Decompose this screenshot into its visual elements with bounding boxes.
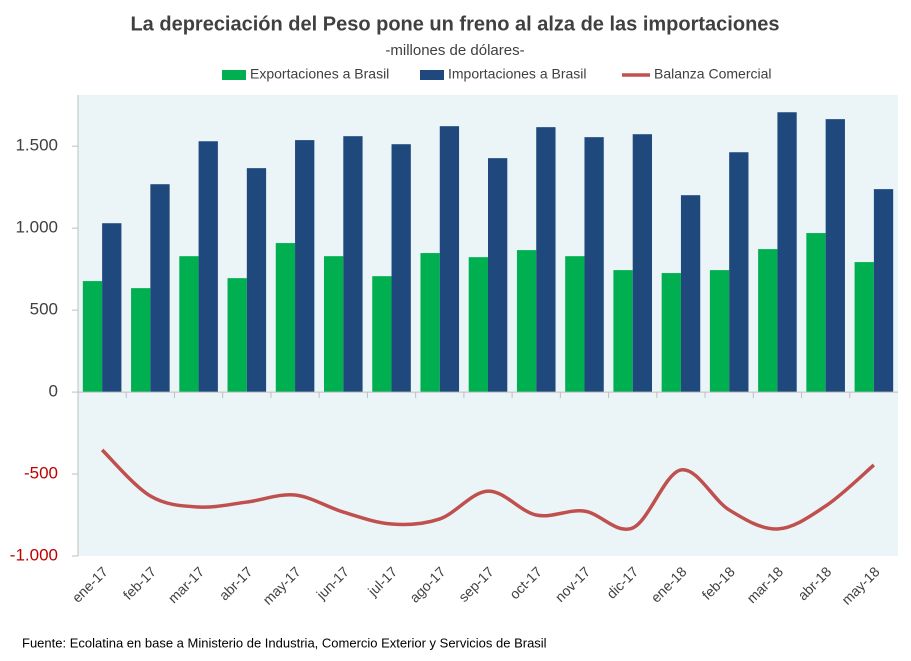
source-note: Fuente: Ecolatina en base a Ministerio d…: [22, 635, 547, 650]
x-tick-label: nov-17: [552, 563, 594, 605]
chart-title: La depreciación del Peso pone un freno a…: [130, 13, 779, 35]
legend-label: Importaciones a Brasil: [448, 66, 587, 82]
line-series: [100, 448, 876, 532]
bar: [873, 189, 894, 393]
bar: [131, 288, 151, 393]
chart-subtitle: -millones de dólares-: [385, 42, 524, 59]
legend-swatch: [222, 70, 246, 80]
bar: [516, 250, 537, 393]
x-tick-label: may-18: [838, 563, 882, 607]
x-tick-label: dic-17: [603, 563, 641, 601]
bar: [372, 276, 392, 393]
y-tick-label: 1.000: [15, 218, 58, 237]
bar: [729, 152, 749, 393]
bar: [613, 270, 633, 393]
bar: [439, 126, 460, 393]
legend-label: Exportaciones a Brasil: [250, 66, 389, 82]
legend-swatch: [420, 70, 444, 80]
x-tick-label: mar-18: [743, 563, 786, 606]
bar: [488, 158, 508, 393]
y-tick-label: -500: [24, 464, 58, 483]
bar: [536, 127, 556, 393]
x-tick-label: feb-18: [699, 563, 739, 603]
x-tick-label: ago-17: [406, 563, 448, 605]
bar: [179, 256, 199, 393]
x-tick-label: abr-18: [794, 563, 834, 603]
x-tick-label: ene-17: [69, 563, 111, 605]
bar: [420, 253, 440, 393]
bar: [806, 233, 826, 393]
legend-label: Balanza Comercial: [654, 66, 772, 82]
bar: [391, 144, 411, 393]
bar: [661, 273, 681, 393]
bar: [468, 257, 488, 393]
x-tick-label: jun-17: [312, 563, 352, 603]
y-tick-label: 1.500: [15, 136, 58, 155]
bar: [854, 262, 874, 393]
bar: [324, 256, 344, 393]
bar: [680, 195, 701, 393]
bar: [295, 140, 315, 393]
bar: [198, 141, 218, 393]
bar: [825, 119, 845, 393]
bar: [632, 134, 652, 393]
x-tick-label: sep-17: [455, 563, 497, 605]
bar: [709, 270, 730, 393]
bar: [227, 278, 247, 393]
bar: [150, 184, 170, 393]
x-tick-label: ene-18: [648, 563, 690, 605]
bar: [758, 249, 778, 393]
x-tick-label: jul-17: [364, 563, 400, 599]
x-tick-label: feb-17: [120, 563, 160, 603]
bar: [82, 281, 103, 393]
bar: [565, 256, 585, 393]
bar: [102, 223, 122, 393]
bar: [777, 112, 797, 393]
x-tick-label: may-17: [259, 563, 303, 607]
x-tick-label: oct-17: [506, 563, 545, 602]
x-tick-label: mar-17: [165, 563, 208, 606]
bar: [584, 137, 604, 393]
y-tick-label: 500: [30, 300, 58, 319]
y-tick-label: 0: [49, 382, 58, 401]
y-tick-label: -1.000: [10, 545, 58, 564]
bar: [246, 168, 267, 393]
bar: [275, 243, 296, 393]
bar: [343, 136, 363, 393]
x-tick-label: abr-17: [216, 563, 256, 603]
